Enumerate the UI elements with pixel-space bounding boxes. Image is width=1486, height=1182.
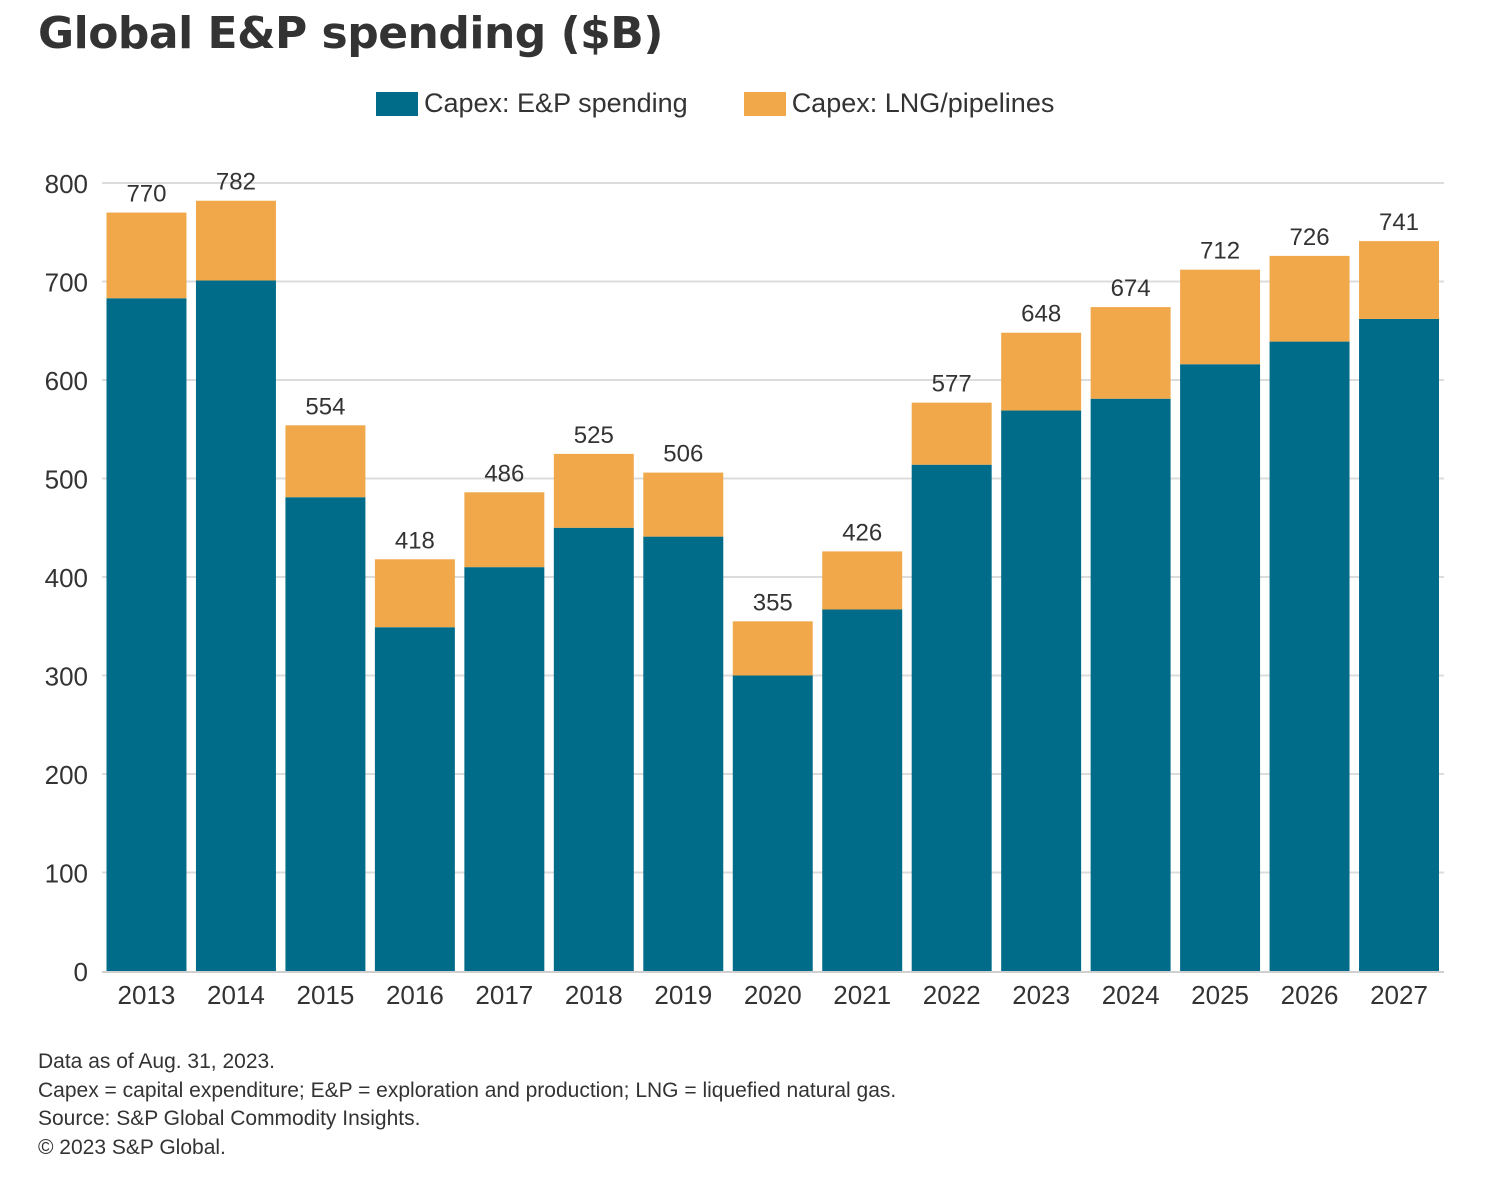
total-label-2016: 418: [395, 527, 435, 554]
x-tick-label-2017: 2017: [475, 980, 533, 1010]
legend-swatch-lng: [743, 91, 786, 116]
legend: Capex: E&P spending Capex: LNG/pipelines: [376, 88, 1110, 119]
y-tick-label-100: 100: [45, 859, 88, 889]
bar-2022-series-1: [911, 402, 992, 465]
legend-item-lng: Capex: LNG/pipelines: [743, 88, 1055, 119]
x-tick-label-2019: 2019: [654, 980, 712, 1010]
y-tick-label-500: 500: [45, 465, 88, 495]
total-label-2013: 770: [126, 181, 166, 208]
y-axis: 0 100 200 300 400 500 600 700 800: [45, 169, 88, 987]
bar-2013-series-1: [106, 212, 187, 299]
bar-2016-series-0: [374, 627, 455, 971]
x-tick-label-2015: 2015: [296, 980, 354, 1010]
footnote-data-date: Data as of Aug. 31, 2023.: [38, 1050, 276, 1073]
total-label-2020: 355: [753, 589, 793, 616]
total-label-2023: 648: [1021, 301, 1061, 328]
bar-2027-series-1: [1359, 241, 1439, 319]
x-tick-label-2026: 2026: [1281, 980, 1339, 1010]
total-label-2015: 554: [305, 393, 345, 420]
legend-swatch-ep: [376, 91, 418, 116]
total-label-2017: 486: [484, 460, 524, 487]
y-tick-label-600: 600: [45, 366, 88, 396]
y-tick-label-0: 0: [74, 957, 88, 987]
bar-2021-series-0: [822, 609, 903, 971]
bar-2024-series-0: [1090, 398, 1171, 972]
total-label-2022: 577: [932, 371, 972, 398]
x-axis: 2013 2014 2015 2016 2017 2018 2019 2020 2021 2022…: [102, 971, 1444, 1010]
x-tick-label-2016: 2016: [386, 980, 444, 1010]
footnote-source: Source: S&P Global Commodity Insights.: [38, 1107, 421, 1130]
x-tick-label-2021: 2021: [833, 980, 891, 1010]
total-label-2025: 712: [1200, 238, 1240, 265]
bar-2015-series-1: [285, 425, 366, 498]
footnotes: Data as of Aug. 31, 2023. Capex = capita…: [38, 1048, 896, 1162]
x-tick-label-2013: 2013: [118, 980, 176, 1010]
bar-2014-series-1: [195, 200, 276, 281]
bar-2024-series-1: [1090, 307, 1171, 399]
x-tick-label-2025: 2025: [1191, 980, 1249, 1010]
y-tick-label-200: 200: [45, 760, 88, 790]
total-label-2021: 426: [842, 519, 882, 546]
data-labels: 770 782 554 418 486 525 506 355 426 577 648 674 712 7…: [126, 169, 1419, 617]
legend-label-ep: Capex: E&P spending: [424, 88, 688, 118]
x-tick-label-2024: 2024: [1102, 980, 1160, 1010]
bar-2023-series-1: [1001, 332, 1082, 411]
total-label-2018: 525: [574, 422, 614, 449]
bar-2026-series-0: [1269, 341, 1350, 972]
bar-2022-series-0: [911, 464, 992, 971]
bar-2018-series-1: [553, 453, 634, 528]
total-label-2027: 741: [1379, 209, 1419, 236]
bar-2014-series-0: [195, 280, 276, 971]
bar-2025-series-1: [1180, 269, 1261, 365]
total-label-2014: 782: [216, 169, 256, 196]
bar-2015-series-0: [285, 497, 366, 971]
bar-2023-series-0: [1001, 410, 1082, 971]
legend-label-lng: Capex: LNG/pipelines: [791, 88, 1055, 118]
bar-2018-series-0: [553, 527, 634, 971]
bar-2027-series-0: [1359, 318, 1439, 971]
x-tick-label-2018: 2018: [565, 980, 623, 1010]
y-tick-label-700: 700: [45, 268, 88, 298]
bar-2017-series-0: [464, 567, 545, 971]
total-label-2024: 674: [1111, 275, 1151, 302]
footnote-copyright: © 2023 S&P Global.: [38, 1135, 226, 1159]
bar-2025-series-0: [1180, 364, 1261, 971]
x-tick-label-2027: 2027: [1370, 980, 1428, 1010]
y-tick-label-800: 800: [45, 169, 88, 199]
bar-2020-series-1: [732, 621, 813, 676]
x-tick-label-2023: 2023: [1012, 980, 1070, 1010]
x-tick-label-2022: 2022: [923, 980, 981, 1010]
bar-chart: 0 100 200 300 400 500 600 700 800 770 782 554 418 48…: [45, 169, 1444, 1010]
bar-2013-series-0: [106, 298, 187, 971]
total-label-2026: 726: [1290, 224, 1330, 251]
footnote-definitions: Capex = capital expenditure; E&P = explo…: [38, 1078, 897, 1102]
bars: [106, 200, 1439, 972]
x-tick-label-2014: 2014: [207, 980, 265, 1010]
y-tick-label-400: 400: [45, 563, 88, 593]
bar-2021-series-1: [822, 551, 903, 610]
bar-2017-series-1: [464, 492, 545, 568]
total-label-2019: 506: [663, 441, 703, 468]
legend-item-ep: Capex: E&P spending: [376, 88, 688, 119]
bar-2020-series-0: [732, 675, 813, 971]
bar-2016-series-1: [374, 559, 455, 628]
x-tick-label-2020: 2020: [744, 980, 802, 1010]
bar-2019-series-0: [643, 536, 724, 971]
bar-2026-series-1: [1269, 255, 1350, 342]
y-tick-label-300: 300: [45, 662, 88, 692]
bar-2019-series-1: [643, 472, 724, 537]
chart-title: Global E&P spending ($B): [38, 8, 663, 59]
